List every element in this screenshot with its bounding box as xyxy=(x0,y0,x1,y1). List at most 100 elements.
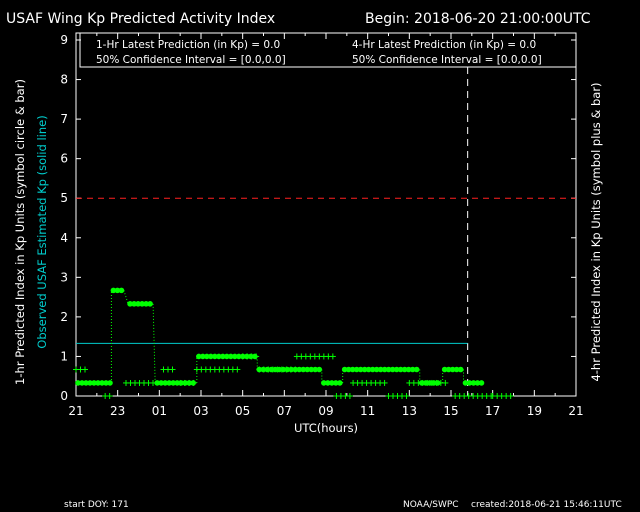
predicted-1hr-point xyxy=(445,366,452,373)
predicted-1hr-point xyxy=(244,353,250,360)
predicted-1hr-segment xyxy=(256,366,323,373)
y-axis-label-left-observed: Observed USAF Estimated Kp (solid line) xyxy=(35,115,49,348)
x-tick-label: 21 xyxy=(68,404,83,418)
predicted-1hr-point xyxy=(422,380,429,386)
x-tick-label: 21 xyxy=(568,404,583,418)
predicted-4hr-segment xyxy=(160,366,176,373)
y-tick-label: 8 xyxy=(60,73,68,87)
predicted-1hr-segment xyxy=(127,301,153,307)
predicted-1hr-point xyxy=(118,287,125,294)
data-marks xyxy=(73,67,576,399)
predicted-1hr-point xyxy=(321,380,327,386)
predicted-1hr-point xyxy=(426,380,433,386)
predicted-1hr-point xyxy=(462,380,469,386)
predicted-1hr-point xyxy=(228,353,234,360)
predicted-1hr-point xyxy=(288,366,295,373)
footer-agency: NOAA/SWPC xyxy=(403,500,459,510)
chart-begin-time: Begin: 2018-06-20 21:00:00UTC xyxy=(365,11,591,27)
predicted-1hr-point xyxy=(110,287,117,294)
predicted-1hr-point xyxy=(170,380,176,386)
predicted-1hr-point xyxy=(449,366,456,373)
predicted-1hr-segment xyxy=(321,380,343,386)
footer-start-doy: start DOY: 171 xyxy=(64,500,129,510)
predicted-1hr-segment xyxy=(154,380,196,386)
predicted-1hr-point xyxy=(453,366,460,373)
y-axis-label-right: 4-hr Predicted Index in Kp Units (symbol… xyxy=(589,82,603,381)
predicted-1hr-point xyxy=(107,380,113,386)
predicted-1hr-segment xyxy=(75,380,113,386)
x-tick-label: 17 xyxy=(485,404,500,418)
predicted-1hr-point xyxy=(256,366,263,373)
predicted-1hr-segment xyxy=(441,366,464,373)
predicted-4hr-segment xyxy=(350,379,388,386)
predicted-1hr-point xyxy=(430,380,437,386)
predicted-1hr-point xyxy=(300,366,307,373)
predicted-1hr-point xyxy=(405,366,412,373)
box-right-line1: 4-Hr Latest Prediction (in Kp) = 0.0 xyxy=(352,39,536,51)
box-right-line2: 50% Confidence Interval = [0.0,0.0] xyxy=(352,54,542,66)
predicted-1hr-point xyxy=(220,353,226,360)
predicted-4hr-segment xyxy=(489,393,514,399)
predicted-4hr-segment xyxy=(333,393,353,399)
predicted-1hr-point xyxy=(166,380,172,386)
x-tick-label: 13 xyxy=(402,404,417,418)
predicted-1hr-point xyxy=(361,366,368,373)
predicted-1hr-point xyxy=(114,287,121,294)
footer-created: created:2018-06-21 15:46:11UTC xyxy=(471,500,622,510)
y-tick-label: 1 xyxy=(60,349,68,363)
predicted-1hr-point xyxy=(369,366,376,373)
y-tick-label: 5 xyxy=(60,191,68,205)
predicted-1hr-point xyxy=(329,380,335,386)
predicted-1hr-point xyxy=(216,353,222,360)
predicted-1hr-point xyxy=(478,380,485,386)
predicted-1hr-point xyxy=(232,353,238,360)
predicted-4hr-segment xyxy=(102,393,113,399)
predicted-1hr-point xyxy=(418,380,425,386)
predicted-1hr-point xyxy=(337,380,343,386)
predicted-4hr-segment xyxy=(123,379,156,386)
x-tick-label: 09 xyxy=(318,404,333,418)
info-box xyxy=(79,32,577,68)
x-tick-label: 11 xyxy=(360,404,375,418)
predicted-1hr-point xyxy=(316,366,323,373)
predicted-1hr-point xyxy=(397,366,404,373)
predicted-1hr-point xyxy=(308,366,315,373)
predicted-1hr-point xyxy=(139,301,145,307)
predicted-1hr-point xyxy=(178,380,184,386)
y-tick-label: 7 xyxy=(60,112,68,126)
predicted-1hr-segment xyxy=(110,287,125,294)
predicted-1hr-point xyxy=(333,380,339,386)
x-tick-label: 07 xyxy=(277,404,292,418)
predicted-1hr-point xyxy=(147,301,153,307)
predicted-1hr-point xyxy=(75,380,81,386)
predicted-1hr-point xyxy=(312,366,319,373)
predicted-4hr-segment xyxy=(73,366,88,373)
predicted-1hr-point xyxy=(349,366,356,373)
predicted-1hr-point xyxy=(341,366,348,373)
predicted-1hr-point xyxy=(292,366,299,373)
x-tick-label: 05 xyxy=(235,404,250,418)
predicted-4hr-segment xyxy=(193,366,241,373)
y-axis-label-left: 1-hr Predicted Index in Kp Units (symbol… xyxy=(13,79,27,385)
predicted-1hr-point xyxy=(264,366,271,373)
predicted-1hr-point xyxy=(79,380,85,386)
predicted-1hr-point xyxy=(158,380,164,386)
predicted-1hr-point xyxy=(381,366,388,373)
predicted-1hr-point xyxy=(91,380,97,386)
predicted-1hr-point xyxy=(434,380,441,386)
predicted-1hr-point xyxy=(393,366,400,373)
predicted-1hr-point xyxy=(208,353,214,360)
y-tick-label: 9 xyxy=(60,33,68,47)
predicted-1hr-point xyxy=(466,380,473,386)
y-tick-label: 0 xyxy=(60,389,68,403)
predicted-1hr-segment xyxy=(341,366,420,373)
y-tick-label: 4 xyxy=(60,231,68,245)
predicted-1hr-point xyxy=(280,366,287,373)
predicted-1hr-point xyxy=(325,380,331,386)
predicted-1hr-point xyxy=(103,380,109,386)
chart-title: USAF Wing Kp Predicted Activity Index xyxy=(6,11,275,27)
predicted-1hr-point xyxy=(389,366,396,373)
x-tick-label: 23 xyxy=(110,404,125,418)
